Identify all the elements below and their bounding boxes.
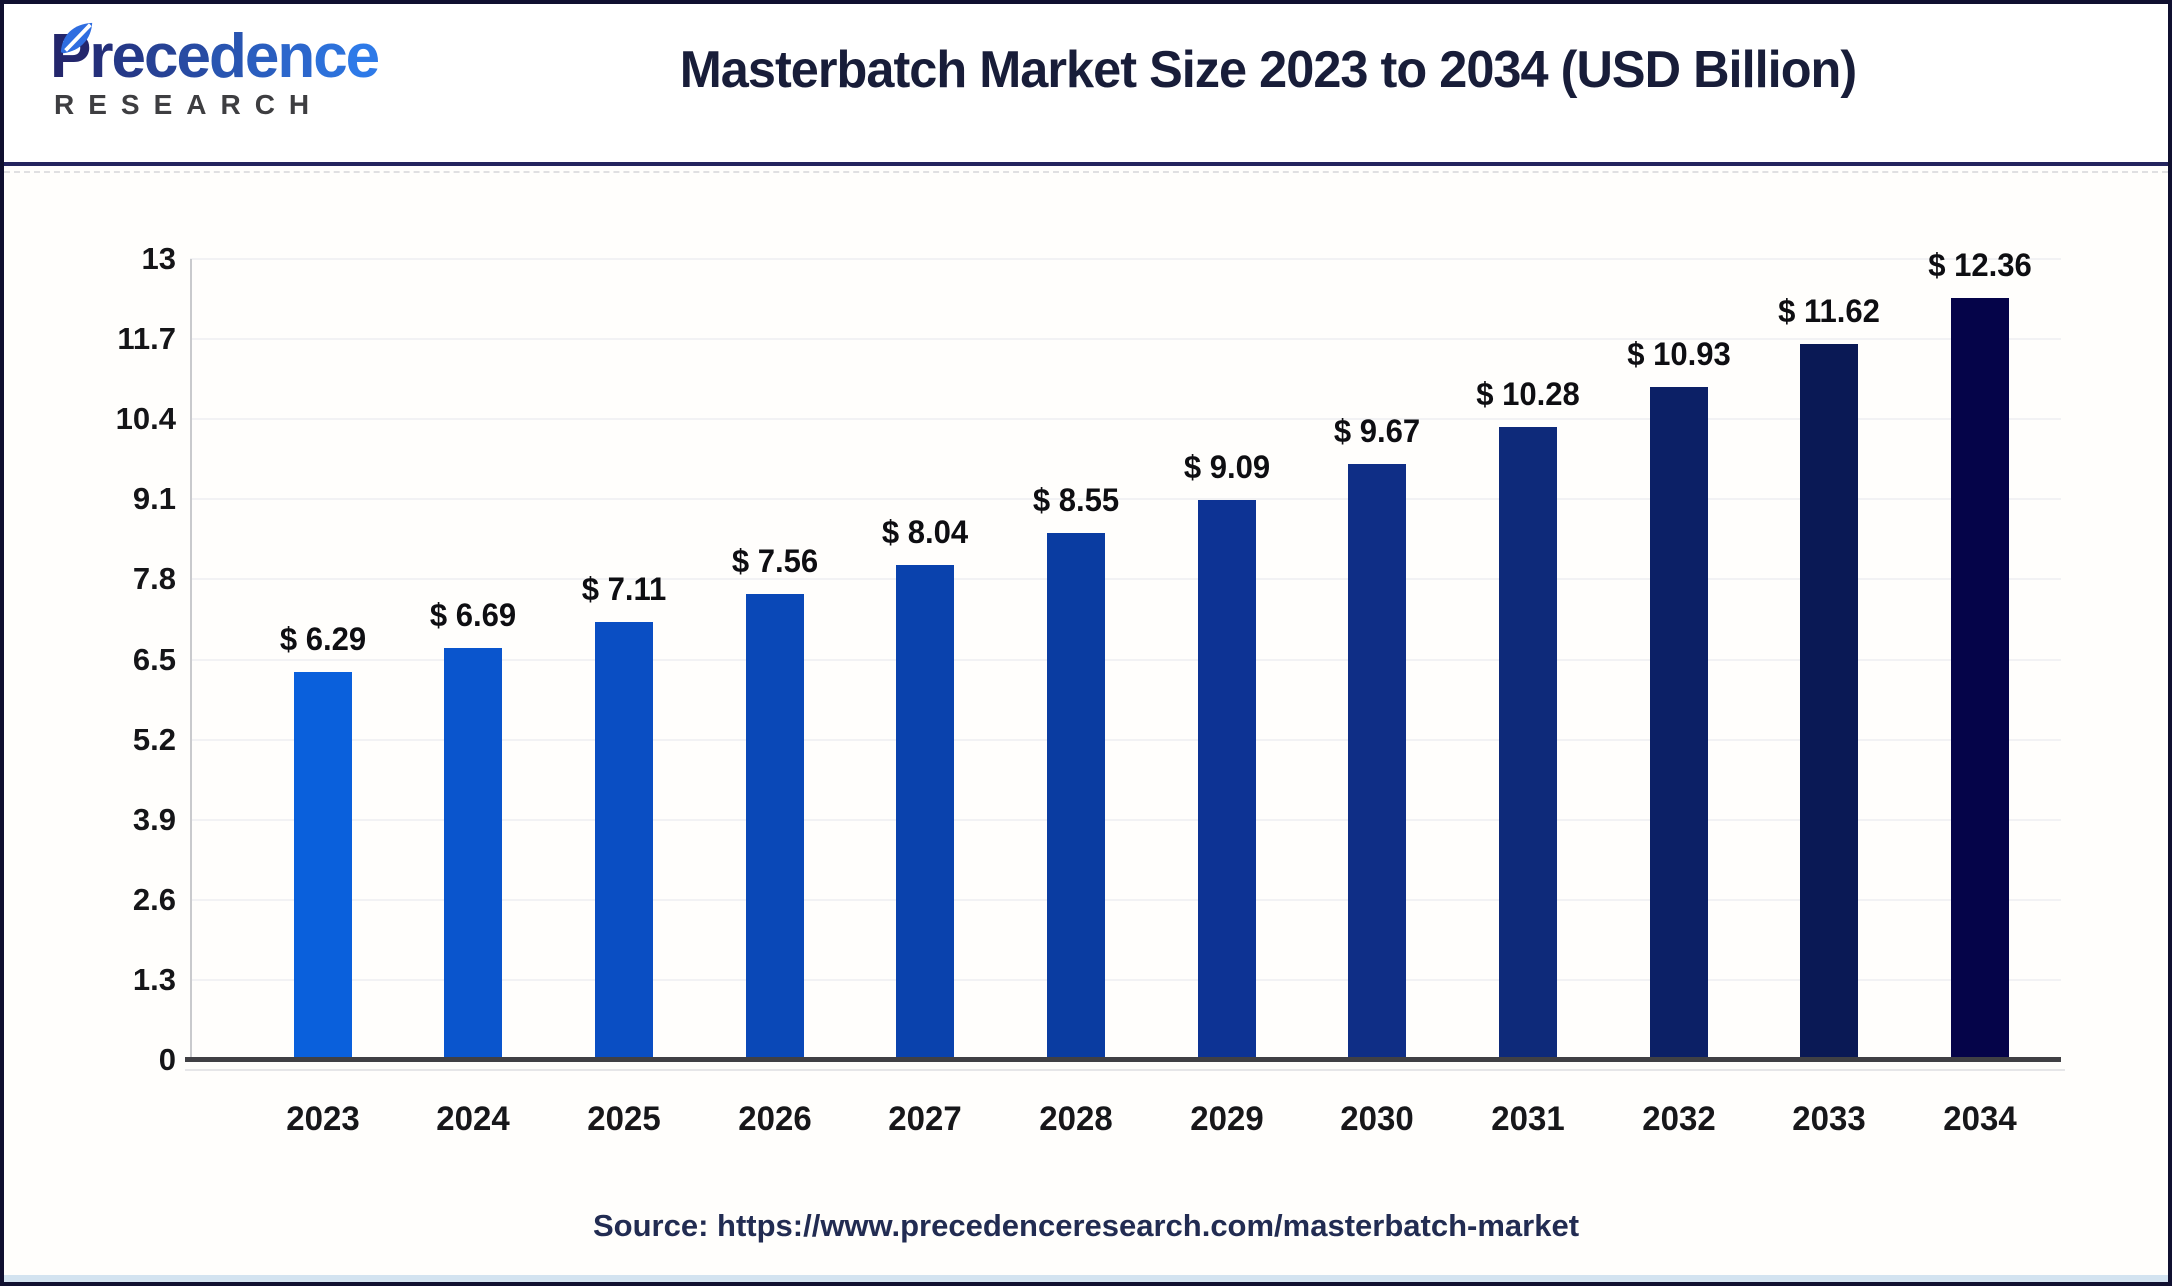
bar-value-label: $ 8.55 [1032,482,1120,519]
logo-letter: d [208,22,247,91]
y-tick-label: 6.5 [132,641,176,677]
header-divider [4,162,2168,166]
gridline [190,498,2061,501]
y-axis-line [190,259,192,1060]
bar-value-label: $ 6.69 [430,596,517,633]
x-axis-label-2032: 2032 [1641,1100,1716,1138]
x-axis-label-2033: 2033 [1792,1100,1866,1138]
logo-letter: e [244,22,280,91]
gridline [190,418,2061,421]
x-axis-label-2024: 2024 [436,1100,510,1138]
bar-value-label: $ 9.09 [1183,448,1270,485]
logo-letter: c [143,22,179,91]
x-axis-label-2026: 2026 [737,1100,812,1138]
bar-2025 [594,621,653,1060]
x-axis-label-2029: 2029 [1189,1100,1264,1138]
bar-2031 [1498,426,1557,1060]
page-title: Masterbatch Market Size 2023 to 2034 (US… [679,41,1857,99]
gridline [190,658,2061,661]
bar-value-label: $ 8.04 [882,513,969,550]
logo-letter: n [277,22,315,91]
bar-2024 [444,647,503,1060]
plot-area: $ 6.29 $ 6.69 $ 7.11 $ 7.56 $ 8.04 $ 8.55 $ 9.… [185,247,2065,1071]
bar-2026 [745,594,804,1060]
x-axis-label-2031: 2031 [1491,1100,1565,1138]
gridline [190,898,2061,901]
y-tick-label: 2.6 [132,881,176,917]
y-tick-label: 11.7 [117,321,176,357]
x-axis-subline [185,1069,2065,1071]
gridline [190,338,2061,341]
gridline [190,258,2061,260]
logo-letter: e [111,22,147,91]
bar-value-label: $ 12.36 [1928,247,2032,284]
x-axis-label-2028: 2028 [1039,1100,1113,1138]
header-divider-dashes [4,171,2168,173]
leaf-icon [60,22,93,54]
bar-2027 [896,564,955,1060]
bar-value-label: $ 6.29 [279,621,366,658]
source-line: Source: https://www.precedenceresearch.c… [4,1208,2168,1244]
y-tick-label: 5.2 [132,721,176,757]
y-tick-label: 13 [141,241,176,276]
bar-2032 [1649,386,1708,1060]
bar-value-label: $ 9.67 [1334,413,1421,450]
logo-letter: e [176,22,211,91]
x-axis-label-2030: 2030 [1340,1100,1414,1138]
gridline [190,818,2061,821]
bar-value-label: $ 7.56 [731,543,818,580]
bar-2030 [1348,464,1407,1060]
bar-2034 [1950,298,2009,1060]
x-axis-label-2025: 2025 [587,1100,661,1138]
y-tick-label: 0 [158,1042,176,1077]
precedence-research-logo: Precedence RESEARCH [50,22,381,121]
y-tick-label: 1.3 [132,961,176,997]
logo-letter: e [345,22,381,91]
y-tick-label: 3.9 [132,801,176,837]
logo-word-letters: Precedence [50,22,381,91]
bar-2023 [293,672,352,1060]
logo-letter: c [313,22,348,91]
y-tick-label: 7.8 [132,561,176,597]
header: Precedence RESEARCH Masterbatch Market S… [4,4,2168,162]
bar-value-label: $ 10.28 [1476,375,1580,412]
gridline [190,578,2061,581]
bar-2033 [1800,344,1859,1060]
logo-subword: RESEARCH [54,89,324,121]
y-tick-label: 9.1 [132,481,176,517]
source-label: Source: [592,1208,709,1243]
bar-2028 [1046,533,1105,1060]
bar-value-label: $ 7.11 [581,570,667,607]
source-url: https://www.precedenceresearch.com/maste… [717,1208,1580,1243]
logo-letter: r [89,22,113,91]
y-tick-label: 10.4 [115,401,176,437]
gridline [190,738,2061,741]
x-axis-label-2027: 2027 [888,1100,962,1138]
logo-wordmark: Precedence [50,22,381,91]
x-axis-label-2023: 2023 [285,1100,360,1138]
bar-value-label: $ 11.62 [1778,293,1881,330]
bar-2029 [1197,499,1256,1060]
gridline [190,978,2061,981]
bar-value-label: $ 10.93 [1626,335,1731,372]
bottom-accent-line [4,1275,2168,1282]
x-axis-line [185,1057,2061,1062]
x-axis-label-2034: 2034 [1943,1100,2017,1138]
